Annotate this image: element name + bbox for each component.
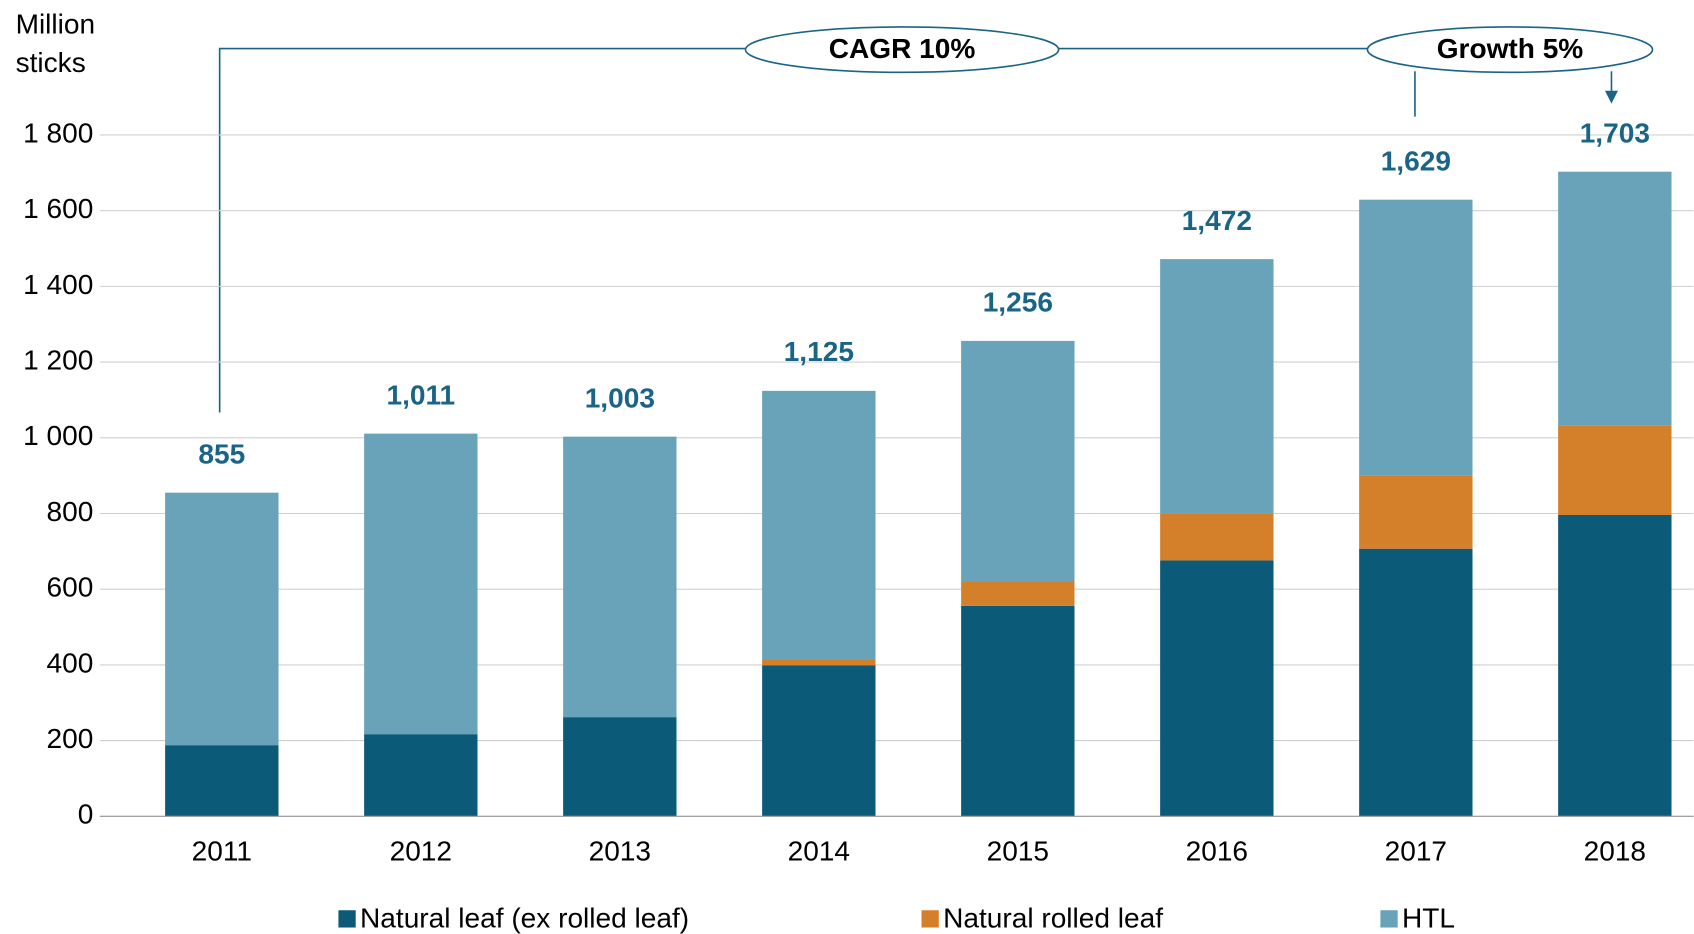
total-label: 1,256	[983, 287, 1053, 318]
bar-segment	[1359, 475, 1473, 549]
y-axis-label: sticks	[16, 47, 86, 78]
bar-segment	[364, 433, 478, 735]
y-axis-label: Million	[16, 8, 96, 39]
bracket-line	[218, 47, 746, 413]
bar-segment	[364, 734, 478, 817]
bar-segment	[1359, 548, 1473, 817]
legend-label: Natural leaf (ex rolled leaf)	[360, 902, 689, 933]
x-tick-label: 2018	[1584, 835, 1646, 866]
bar-segment	[165, 492, 279, 746]
legend-swatch	[921, 910, 939, 928]
bar-segment	[563, 717, 677, 817]
legend-swatch	[338, 910, 356, 928]
legend-swatch	[1380, 910, 1398, 928]
total-label: 1,003	[585, 382, 655, 413]
x-tick-label: 2016	[1186, 835, 1248, 866]
y-tick-label: 800	[46, 496, 93, 527]
bar-segment	[1160, 560, 1274, 817]
bar-segment	[961, 582, 1075, 606]
arrow-head	[1604, 90, 1618, 104]
annotation-ellipse	[1366, 26, 1654, 74]
y-tick-label: 1 600	[23, 193, 93, 224]
legend-label: Natural rolled leaf	[943, 902, 1163, 933]
y-tick-label: 400	[46, 647, 93, 678]
bar-segment	[961, 605, 1075, 817]
bar-segment	[1160, 513, 1274, 561]
annotation-ellipse	[744, 26, 1060, 74]
total-label: 1,472	[1182, 205, 1252, 236]
bar-segment	[762, 659, 876, 666]
annotation: Growth 5%	[1437, 33, 1584, 64]
total-label: 1,125	[784, 336, 854, 367]
bar-segment	[563, 436, 677, 718]
bar-segment	[1359, 199, 1473, 476]
y-tick-label: 1 800	[23, 117, 93, 148]
legend-label: HTL	[1402, 902, 1455, 933]
annotation: CAGR 10%	[829, 33, 976, 64]
bar-segment	[762, 665, 876, 817]
x-tick-label: 2014	[788, 835, 850, 866]
annotation-bracket	[218, 26, 1654, 413]
x-tick-label: 2012	[390, 835, 452, 866]
y-tick-label: 1 000	[23, 420, 93, 451]
bar-segment	[1160, 259, 1274, 514]
y-tick-label: 0	[78, 799, 94, 830]
bar-segment	[1558, 425, 1672, 516]
x-tick-label: 2011	[192, 835, 252, 866]
total-label: 1,703	[1580, 117, 1650, 148]
bar-segment	[762, 390, 876, 660]
y-tick-label: 600	[46, 572, 93, 603]
y-tick-label: 1 400	[23, 269, 93, 300]
y-tick-label: 200	[46, 723, 93, 754]
x-tick-label: 2013	[589, 835, 651, 866]
bar-segment	[961, 340, 1075, 583]
x-tick-label: 2015	[987, 835, 1049, 866]
y-tick-label: 1 200	[23, 345, 93, 376]
total-label: 1,011	[386, 379, 455, 410]
bar-segment	[1558, 515, 1672, 817]
total-label: 1,629	[1381, 145, 1451, 176]
bar-segment	[1558, 171, 1672, 426]
x-tick-label: 2017	[1385, 835, 1447, 866]
total-label: 855	[198, 438, 245, 469]
bar-segment	[165, 745, 279, 817]
